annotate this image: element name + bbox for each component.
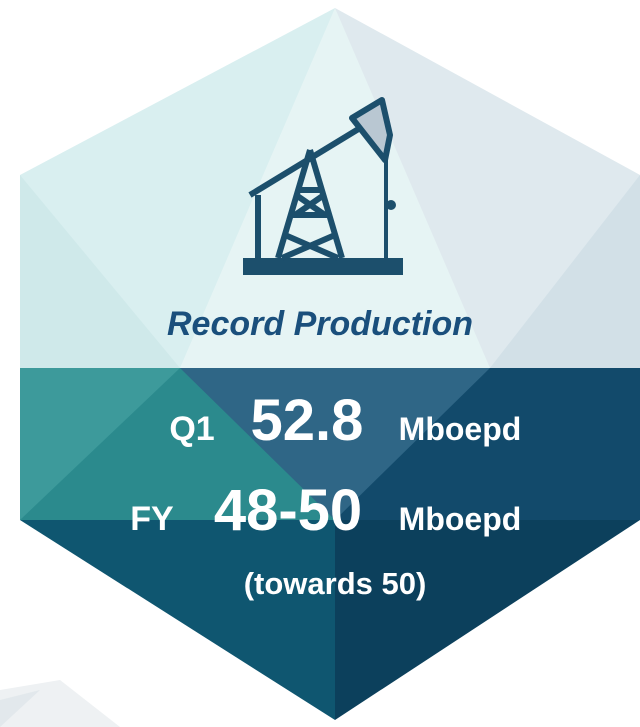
row-label: FY [130,500,174,538]
facet [20,175,180,368]
background-facet [0,690,40,727]
row-value: 48-50 [214,478,362,543]
row-label: Q1 [169,410,214,448]
facet [335,520,640,720]
pump-jack-icon [243,97,403,275]
hexagon [20,8,640,720]
background-hexagon [0,680,120,727]
facet [180,368,490,520]
row-unit: Mboepd [399,501,522,537]
title: Record Production [167,305,473,343]
facet [180,8,490,368]
facet [490,175,640,368]
facet [20,368,180,520]
note: (towards 50) [244,566,427,601]
row-unit: Mboepd [399,411,522,447]
row-value: 52.8 [251,388,364,453]
facet [20,520,335,720]
